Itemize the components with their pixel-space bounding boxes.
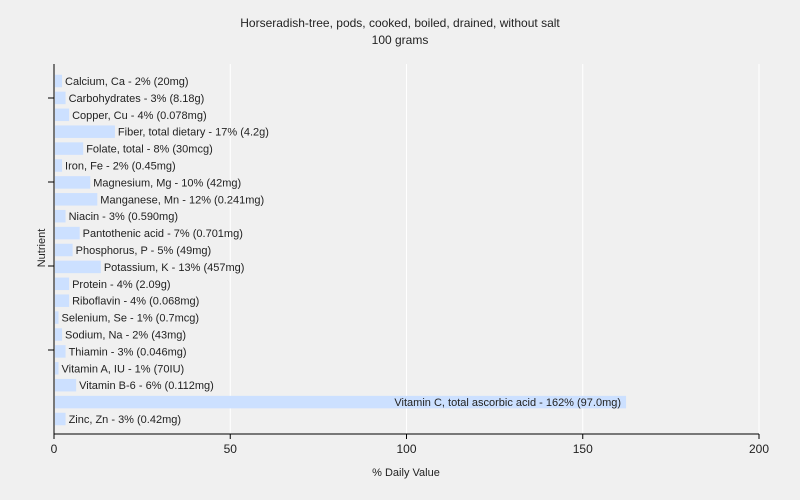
x-tick-label: 150 [573, 442, 593, 456]
bar-label: Manganese, Mn - 12% (0.241mg) [100, 194, 264, 206]
chart-title: Horseradish-tree, pods, cooked, boiled, … [240, 16, 560, 30]
bar-label: Selenium, Se - 1% (0.7mcg) [62, 313, 200, 325]
bar-label: Thiamin - 3% (0.046mg) [69, 346, 187, 358]
bar-label: Riboflavin - 4% (0.068mg) [72, 296, 199, 308]
bar-label: Sodium, Na - 2% (43mg) [65, 330, 186, 342]
bar [55, 108, 70, 122]
axes: 0 50 100 150 200 [48, 64, 769, 456]
bar [55, 125, 115, 138]
x-tick-label: 50 [224, 442, 238, 456]
bar [55, 193, 98, 206]
bar [55, 74, 63, 88]
bar-label: Zinc, Zn - 3% (0.42mg) [69, 414, 181, 426]
bar [55, 395, 627, 409]
y-axis-title: Nutrient [36, 229, 48, 268]
x-tick-label: 200 [749, 442, 769, 456]
bar-label: Niacin - 3% (0.590mg) [69, 211, 178, 223]
bar-label: Folate, total - 8% (30mcg) [86, 144, 213, 156]
x-axis-title: % Daily Value [372, 467, 440, 479]
bar-label: Iron, Fe - 2% (0.45mg) [65, 161, 176, 173]
bar [55, 91, 66, 105]
bar [55, 260, 101, 274]
bar [55, 142, 84, 155]
bar-label: Phosphorus, P - 5% (49mg) [76, 245, 212, 257]
bar [55, 159, 63, 172]
bar [55, 345, 66, 358]
bar [55, 243, 73, 257]
bar-label: Vitamin A, IU - 1% (70IU) [62, 363, 185, 375]
grid-lines [229, 64, 760, 434]
bar [55, 311, 59, 324]
bar [55, 277, 70, 291]
bar [55, 226, 80, 240]
x-tick-label: 100 [396, 442, 416, 456]
bar [55, 412, 66, 426]
bar-label: Calcium, Ca - 2% (20mg) [65, 76, 188, 88]
bar-label: Magnesium, Mg - 10% (42mg) [93, 177, 241, 189]
bar-label: Potassium, K - 13% (457mg) [104, 262, 245, 274]
bar [55, 328, 63, 341]
bar-label: Vitamin C, total ascorbic acid - 162% (9… [394, 397, 621, 409]
bar-label: Pantothenic acid - 7% (0.701mg) [83, 228, 243, 240]
bar [55, 294, 70, 307]
bar [55, 378, 77, 392]
bar-label: Fiber, total dietary - 17% (4.2g) [118, 127, 269, 139]
bar [55, 209, 66, 223]
bar-label: Carbohydrates - 3% (8.18g) [69, 93, 205, 105]
bar-label: Protein - 4% (2.09g) [72, 279, 170, 291]
bar [55, 176, 91, 189]
bar-label: Vitamin B-6 - 6% (0.112mg) [79, 380, 214, 392]
bar-label: Copper, Cu - 4% (0.078mg) [72, 110, 207, 122]
x-tick-label: 0 [51, 442, 58, 456]
bars: Calcium, Ca - 2% (20mg) Carbohydrates - 3… [55, 74, 627, 426]
chart-subtitle: 100 grams [372, 33, 429, 47]
bar [55, 362, 59, 375]
